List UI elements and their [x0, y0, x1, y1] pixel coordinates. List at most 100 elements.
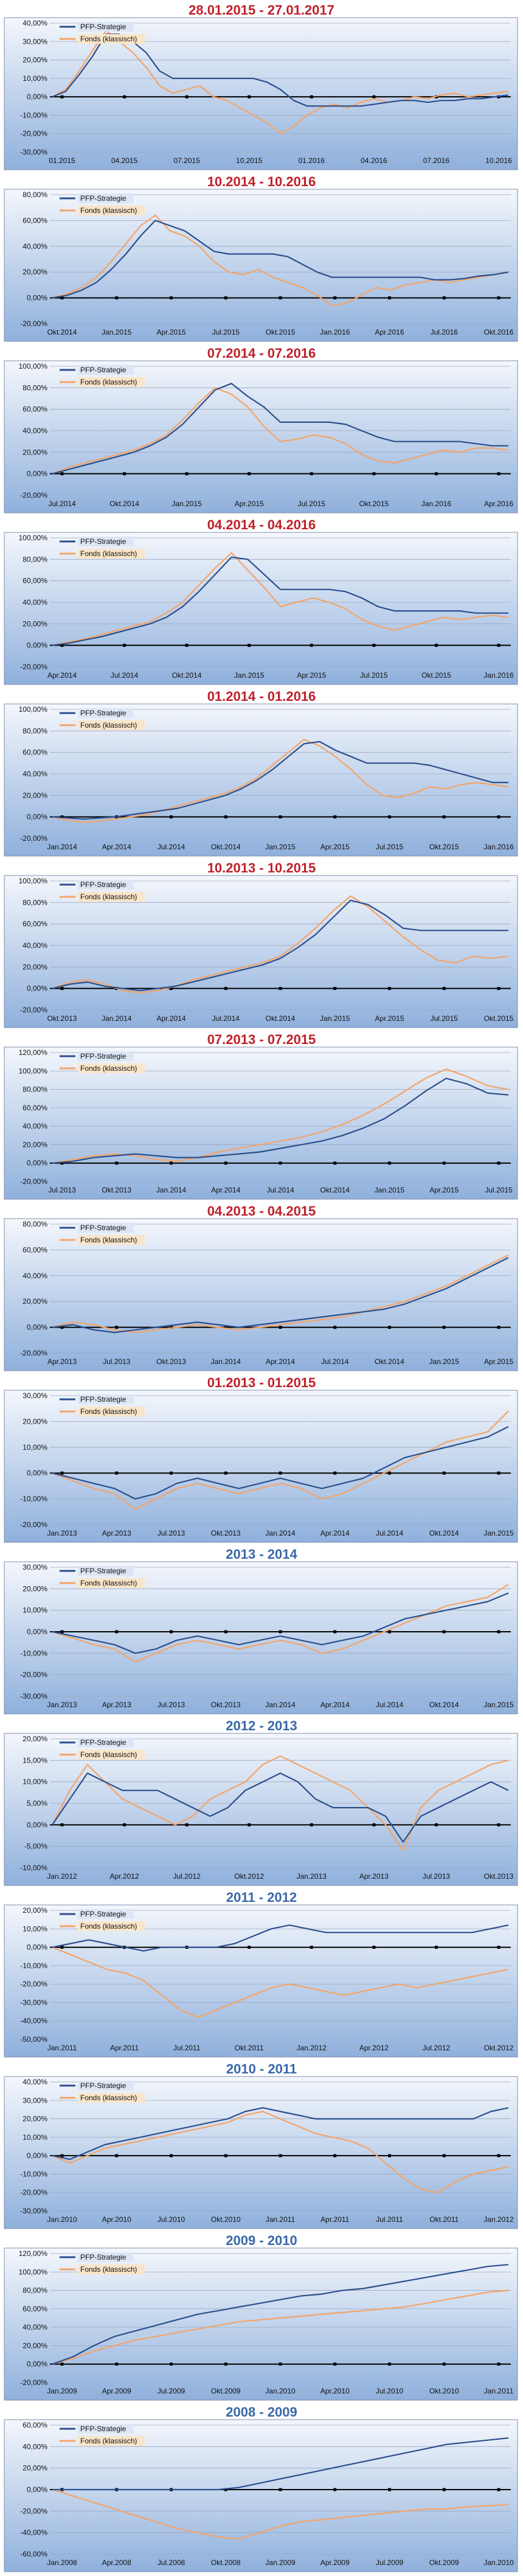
x-tick-marker [185, 644, 189, 647]
line-chart: 100,00% 80,00% 60,00% 40,00% 20,00% 0,00% -20,… [4, 360, 518, 513]
series-line-fund [52, 739, 509, 823]
series-line-strategy [52, 1426, 509, 1500]
x-tick-label: Jan.2014 [102, 1014, 132, 1023]
x-tick-label: Jan.2013 [47, 1529, 77, 1537]
x-tick-marker [442, 2488, 446, 2491]
legend-label: Fonds (klassisch) [80, 1579, 137, 1587]
chart-title: 04.2014 - 04.2016 [207, 517, 316, 532]
legend-label-bg [78, 206, 145, 215]
y-tick-label: 0,00% [27, 2151, 47, 2160]
chart-title: 04.2013 - 04.2015 [207, 1203, 316, 1219]
y-tick-label: 30,00% [23, 1391, 47, 1400]
series-line-strategy [52, 2437, 509, 2491]
x-tick-label: Jul.2013 [103, 1357, 131, 1366]
y-tick-label: 100,00% [19, 362, 48, 371]
x-tick-marker [434, 1823, 438, 1826]
y-tick-label: 40,00% [23, 1272, 47, 1280]
y-tick-label: -20,00% [20, 130, 47, 138]
y-tick-label: 120,00% [19, 2249, 48, 2258]
x-tick-label: Jul.2013 [158, 1529, 185, 1537]
legend-label: PFP-Strategie [80, 1567, 126, 1575]
x-tick-marker [248, 1946, 251, 1949]
x-tick-label: Jul.2014 [376, 1701, 404, 1709]
x-tick-label: Okt.2013 [156, 1357, 186, 1366]
chart-panel: 2009 - 2010 120,00% 100,00% 80,00% 60,00% 40,… [0, 2233, 523, 2404]
x-tick-label: Jan.2011 [484, 2387, 514, 2395]
x-tick-label: Okt.2008 [211, 2558, 241, 2567]
legend-label-bg [78, 1235, 145, 1245]
x-tick-label: Okt.2011 [429, 2215, 459, 2224]
x-tick-label: Jul.2008 [158, 2558, 185, 2567]
x-tick-marker [310, 95, 313, 99]
x-tick-label: Jan.2015 [102, 328, 132, 336]
x-tick-label: Jan.2012 [47, 1872, 77, 1881]
x-tick-label: Apr.2015 [429, 1186, 459, 1194]
legend-label: PFP-Strategie [80, 1224, 126, 1232]
line-chart: 20,00% 15,00% 10,00% 5,00% 0,00% -5,00% -10,00… [4, 1733, 518, 1886]
legend-label-bg [78, 549, 145, 559]
x-tick-label: Apr.2015 [156, 328, 185, 336]
y-tick-label: 0,00% [27, 1469, 47, 1477]
y-tick-label: 80,00% [23, 726, 47, 735]
y-tick-label: 20,00% [23, 2464, 47, 2473]
x-tick-marker [60, 1630, 64, 1634]
x-tick-marker [60, 1326, 64, 1329]
y-tick-label: -10,00% [20, 1495, 47, 1503]
x-tick-label: Jan.2012 [297, 2044, 327, 2052]
x-tick-marker [60, 1161, 64, 1165]
x-tick-marker [310, 1946, 313, 1949]
y-tick-label: 40,00% [23, 2323, 47, 2331]
y-tick-label: 30,00% [23, 1563, 47, 1572]
chart-panel: 01.2014 - 01.2016 100,00% 80,00% 60,00% 40,0… [0, 689, 523, 860]
legend-label-bg [78, 708, 134, 718]
x-tick-marker [224, 987, 227, 990]
x-tick-marker [115, 1161, 119, 1165]
legend-label-bg [78, 2264, 145, 2274]
y-tick-label: 60,00% [23, 1104, 47, 1112]
x-tick-marker [170, 1471, 173, 1475]
y-tick-label: 0,00% [27, 984, 47, 993]
y-tick-label: 20,00% [23, 619, 47, 628]
series-line-fund [52, 1584, 509, 1663]
x-tick-marker [123, 1823, 126, 1826]
chart-panel: 01.2013 - 01.2015 30,00% 20,00% 10,00% 0,00%… [0, 1375, 523, 1547]
chart-panel: 2013 - 2014 30,00% 20,00% 10,00% 0,00% -10,00… [0, 1547, 523, 1718]
x-tick-label: Okt.2013 [47, 1014, 77, 1023]
y-tick-label: -30,00% [20, 1692, 47, 1701]
line-chart: 120,00% 100,00% 80,00% 60,00% 40,00% 20,00% 0,… [4, 1046, 518, 1200]
x-tick-marker [372, 472, 376, 476]
x-tick-marker [388, 987, 391, 990]
x-tick-label: Apr.2015 [297, 671, 326, 680]
x-tick-marker [60, 1471, 64, 1475]
x-tick-label: Apr.2013 [102, 1701, 131, 1709]
series-line-fund [52, 30, 509, 134]
x-tick-marker [279, 1471, 282, 1475]
x-tick-label: 01.2015 [49, 156, 75, 165]
x-tick-label: Apr.2014 [102, 843, 131, 851]
y-tick-label: -60,00% [20, 2550, 47, 2558]
legend-label: Fonds (klassisch) [80, 206, 137, 215]
x-tick-marker [170, 2154, 173, 2157]
x-tick-label: Jan.2014 [211, 1357, 241, 1366]
x-tick-label: Apr.2011 [110, 2044, 139, 2052]
x-tick-label: Jan.2015 [375, 1186, 405, 1194]
legend-label: PFP-Strategie [80, 709, 126, 717]
chart-panel: 28.01.2015 - 27.01.2017 40,00% 30,00% 20,00… [0, 2, 523, 174]
series-line-strategy [52, 899, 508, 992]
x-tick-marker [333, 1630, 337, 1634]
x-tick-label: Apr.2013 [359, 1872, 389, 1881]
x-tick-marker [333, 815, 337, 819]
y-tick-label: 20,00% [23, 268, 47, 276]
x-tick-marker [279, 2488, 282, 2491]
legend-label-bg [78, 377, 145, 387]
y-tick-label: 20,00% [23, 1297, 47, 1306]
x-tick-marker [310, 1823, 313, 1826]
x-tick-marker [442, 2362, 446, 2366]
x-tick-marker [497, 2362, 500, 2366]
x-tick-marker [442, 1630, 446, 1634]
y-tick-label: 0,00% [27, 2485, 47, 2494]
y-tick-label: 0,00% [27, 294, 47, 302]
x-tick-label: Jan.2015 [483, 1701, 514, 1709]
legend-label: PFP-Strategie [80, 23, 126, 31]
y-tick-label: -20,00% [20, 1980, 47, 1988]
